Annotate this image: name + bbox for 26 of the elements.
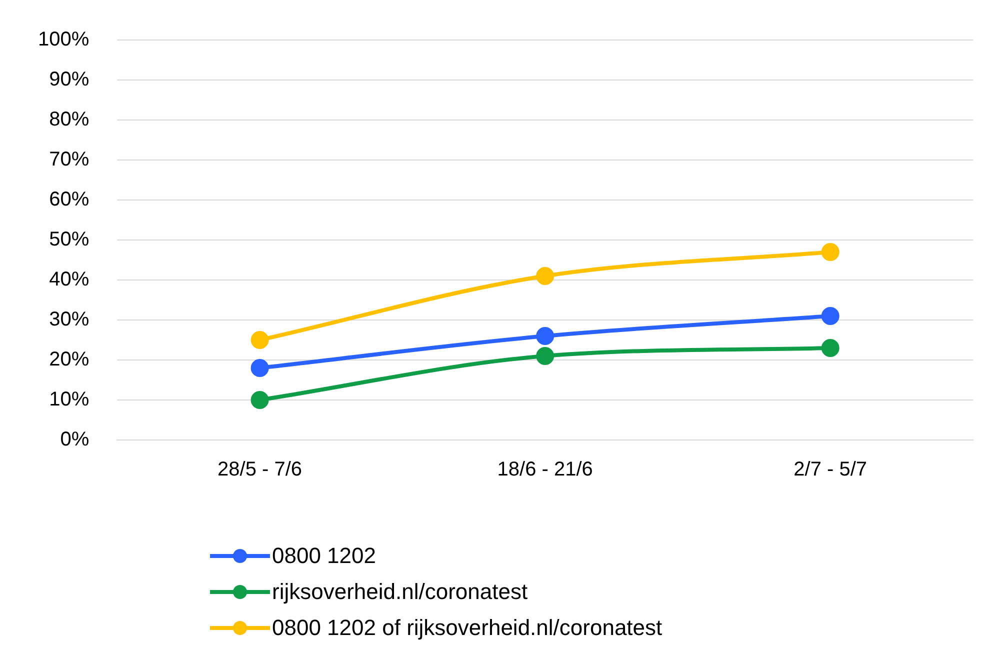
legend-label: 0800 1202 of rijksoverheid.nl/coronatest	[272, 615, 662, 641]
point	[821, 339, 840, 357]
x-tick-label: 2/7 - 5/7	[794, 458, 868, 481]
y-tick-label: 90%	[49, 68, 90, 91]
point	[536, 267, 554, 285]
y-tick-label: 10%	[49, 388, 90, 411]
y-tick-label: 40%	[49, 268, 90, 291]
point	[536, 347, 554, 365]
y-tick-label: 30%	[49, 308, 90, 331]
x-tick-label: 18/6 - 21/6	[497, 458, 593, 481]
point	[821, 307, 840, 325]
y-tick-label: 70%	[49, 148, 90, 171]
y-tick-label: 20%	[49, 348, 90, 371]
x-tick-label: 28/5 - 7/6	[218, 458, 302, 481]
point	[536, 327, 554, 345]
legend-label: 0800 1202	[272, 543, 376, 569]
point	[250, 359, 269, 377]
legend-label: rijksoverheid.nl/coronatest	[272, 579, 528, 605]
y-tick-label: 80%	[49, 108, 90, 131]
point	[821, 243, 840, 261]
y-tick-label: 100%	[38, 28, 90, 51]
y-tick-label: 60%	[49, 188, 90, 211]
y-tick-label: 50%	[49, 228, 90, 251]
point	[250, 391, 269, 409]
y-tick-label: 0%	[60, 428, 90, 451]
point	[250, 331, 269, 349]
